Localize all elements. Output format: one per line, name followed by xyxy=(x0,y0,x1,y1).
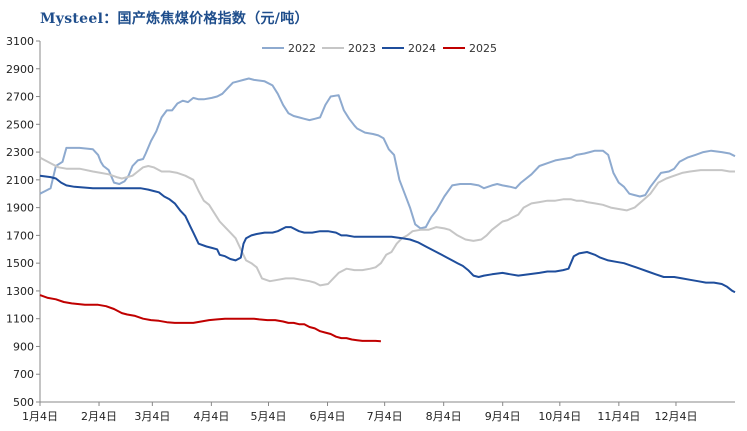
series-line-2023 xyxy=(39,156,735,287)
y-tick-label: 1500 xyxy=(6,257,34,270)
series-lines xyxy=(39,77,736,343)
x-tick-label: 6月4日 xyxy=(310,410,346,423)
x-tick-label: 12月4日 xyxy=(654,410,697,423)
series-line-2024 xyxy=(39,174,736,294)
y-tick-label: 1700 xyxy=(6,229,34,242)
y-axis-ticks: 500 700 900 1100 1300 1500 1700 1900 2100 2300 250… xyxy=(6,35,40,409)
legend-label-2025: 2025 xyxy=(469,42,497,55)
legend-label-2024: 2024 xyxy=(408,42,436,55)
series-line-2025 xyxy=(39,294,381,343)
y-tick-label: 2500 xyxy=(6,118,34,131)
x-tick-label: 3月4日 xyxy=(134,410,170,423)
y-tick-label: 3100 xyxy=(6,35,34,48)
y-tick-label: 2700 xyxy=(6,91,34,104)
y-tick-label: 2300 xyxy=(6,146,34,159)
x-tick-label: 2月4日 xyxy=(81,410,117,423)
x-tick-label: 7月4日 xyxy=(367,410,403,423)
y-tick-label: 500 xyxy=(13,396,34,409)
x-tick-label: 11月4日 xyxy=(597,410,640,423)
x-tick-label: 5月4日 xyxy=(250,410,286,423)
x-tick-label: 1月4日 xyxy=(22,410,58,423)
legend-label-2023: 2023 xyxy=(348,42,376,55)
x-tick-label: 10月4日 xyxy=(538,410,581,423)
legend-label-2022: 2022 xyxy=(288,42,316,55)
chart-axes xyxy=(39,41,735,403)
y-tick-label: 900 xyxy=(13,340,34,353)
y-tick-label: 1300 xyxy=(6,285,34,298)
x-tick-label: 4月4日 xyxy=(193,410,229,423)
y-tick-label: 2100 xyxy=(6,174,34,187)
series-line-2022 xyxy=(39,77,736,230)
x-tick-label: 8月4日 xyxy=(426,410,462,423)
x-axis-ticks: 1月4日 2月4日 3月4日 4月4日 5月4日 6月4日 7月4日 8月4日 9月4日 10月4… xyxy=(22,402,697,423)
legend: 2022 2023 2024 2025 xyxy=(262,42,497,55)
y-tick-label: 1900 xyxy=(6,202,34,215)
x-tick-label: 9月4日 xyxy=(485,410,521,423)
y-tick-label: 700 xyxy=(13,368,34,381)
y-tick-label: 1100 xyxy=(6,313,34,326)
y-tick-label: 2900 xyxy=(6,63,34,76)
chart-title: Mysteel：国产炼焦煤价格指数（元/吨） xyxy=(40,11,309,27)
